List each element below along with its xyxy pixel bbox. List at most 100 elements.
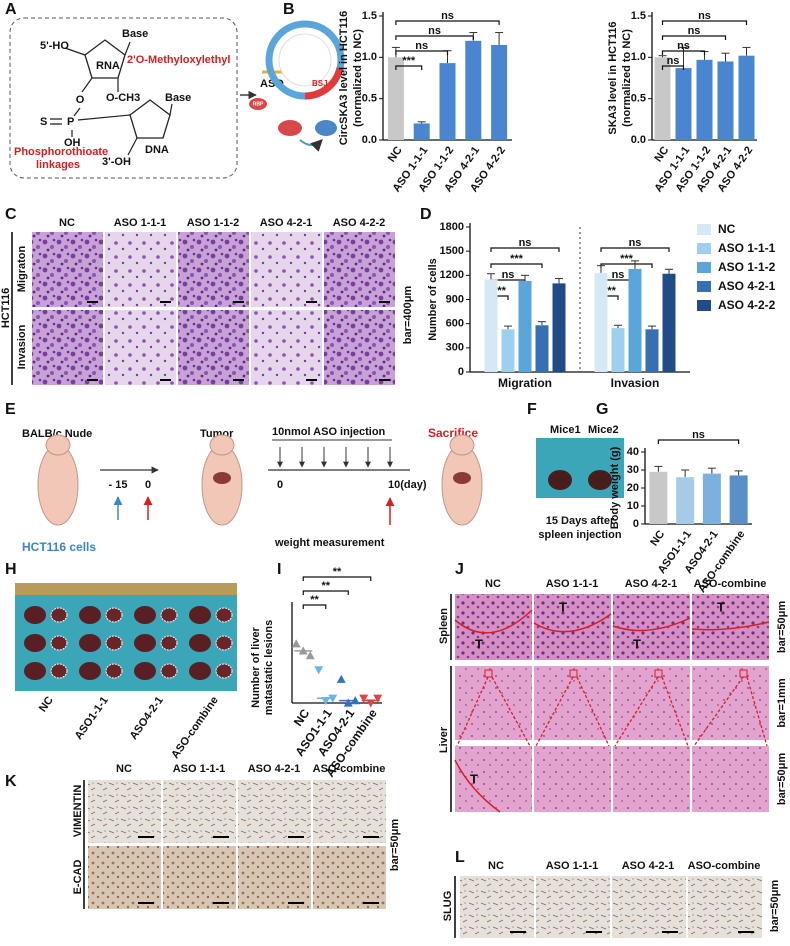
micrograph bbox=[32, 232, 103, 307]
bar bbox=[662, 273, 676, 372]
bar bbox=[611, 328, 625, 372]
y-tick-label: 300 bbox=[446, 342, 464, 354]
label: 10nmol ASO injection bbox=[272, 426, 386, 438]
significance-bracket bbox=[600, 247, 670, 252]
y-tick-label: 0.0 bbox=[631, 134, 646, 146]
bar bbox=[535, 325, 549, 372]
significance-bracket bbox=[395, 50, 449, 55]
legend-label: ASO 4-2-1 bbox=[718, 279, 776, 293]
legend-swatch bbox=[697, 262, 711, 273]
label: Mice1 bbox=[550, 424, 581, 436]
y-axis-label: matastatic lesions bbox=[263, 620, 275, 715]
scale-label: bar=400μm bbox=[402, 286, 414, 345]
row-label: Migraton bbox=[16, 246, 28, 293]
label: BSJ bbox=[312, 79, 328, 88]
column-header: ASO 4-2-1 bbox=[260, 217, 313, 229]
point bbox=[373, 694, 383, 703]
micrograph bbox=[613, 594, 690, 660]
x-tick-label: NC bbox=[652, 144, 671, 164]
significance-label: ** bbox=[333, 566, 342, 578]
column-header: ASO 1-1-1 bbox=[114, 217, 167, 229]
liver bbox=[79, 606, 101, 624]
bar bbox=[649, 471, 668, 524]
inner-ring bbox=[278, 33, 332, 87]
micrograph bbox=[313, 780, 386, 843]
significance-bracket bbox=[661, 50, 706, 55]
micrograph bbox=[613, 666, 690, 740]
panel-label: A bbox=[5, 1, 17, 18]
column-header: ASO 1-1-1 bbox=[546, 578, 599, 590]
injection-arrows bbox=[277, 447, 393, 468]
legend-swatch bbox=[697, 243, 711, 254]
zoom-lines bbox=[614, 676, 689, 747]
micrograph bbox=[88, 780, 161, 843]
group-label: ASO-combine bbox=[169, 695, 221, 761]
y-tick-label: 30 bbox=[627, 464, 639, 476]
group-label: ASO1-1-1 bbox=[73, 695, 111, 742]
liver bbox=[79, 634, 101, 652]
column-header: NC bbox=[59, 217, 75, 229]
spleen bbox=[105, 635, 123, 651]
liver bbox=[588, 470, 612, 490]
x-tick-label: NC bbox=[648, 528, 667, 548]
micrograph bbox=[163, 780, 236, 843]
liver bbox=[134, 606, 156, 624]
significance-label: ns bbox=[502, 269, 515, 281]
significance-label: ns bbox=[519, 237, 532, 249]
significance-bracket bbox=[302, 604, 327, 609]
significance-bracket bbox=[302, 590, 349, 595]
spleen bbox=[160, 635, 178, 651]
micrograph bbox=[460, 876, 534, 938]
significance-label: ns bbox=[428, 25, 441, 37]
spleen bbox=[215, 607, 233, 623]
tumor-mark: T bbox=[475, 636, 483, 651]
significance-label: ns bbox=[692, 429, 705, 441]
x-tick-label: Migration bbox=[498, 376, 552, 390]
significance-label: ns bbox=[415, 40, 428, 52]
label: OH bbox=[64, 137, 81, 149]
significance-bracket bbox=[395, 20, 500, 25]
liver bbox=[79, 662, 101, 680]
label: 0 bbox=[277, 479, 283, 491]
micrograph bbox=[88, 846, 161, 909]
column-header: NC bbox=[488, 860, 504, 872]
label: P bbox=[67, 116, 74, 128]
significance-label: ns bbox=[688, 25, 701, 37]
y-tick-label: 1.5 bbox=[631, 10, 646, 22]
column-header: ASO 4-2-1 bbox=[248, 763, 301, 775]
legend-label: ASO 4-2-2 bbox=[718, 298, 776, 312]
significance-label: ns bbox=[629, 237, 642, 249]
y-tick-label: 0.5 bbox=[362, 93, 377, 105]
significance-label: *** bbox=[510, 253, 524, 265]
liver bbox=[189, 662, 211, 680]
legend-swatch bbox=[697, 281, 711, 292]
spleen bbox=[50, 663, 68, 679]
liver bbox=[189, 606, 211, 624]
ruler bbox=[15, 583, 237, 595]
label: Base bbox=[165, 92, 191, 104]
y-tick-label: 600 bbox=[446, 318, 464, 330]
y-tick-label: 1.0 bbox=[362, 51, 377, 63]
y-tick-label: 0.0 bbox=[362, 134, 377, 146]
tumor bbox=[213, 472, 231, 484]
significance-label: ns bbox=[441, 10, 454, 22]
bonds bbox=[50, 41, 173, 156]
y-axis-label: SKA3 level in HCT116 bbox=[607, 21, 619, 134]
scale-label: bar=50μm bbox=[769, 880, 781, 933]
row-label: E-CAD bbox=[72, 860, 84, 895]
y-axis-label: Body weight (g) bbox=[609, 446, 621, 529]
micrograph bbox=[324, 232, 395, 307]
zoom-lines bbox=[456, 676, 531, 747]
point bbox=[291, 639, 301, 648]
point bbox=[314, 666, 324, 675]
spleen bbox=[160, 607, 178, 623]
micrograph bbox=[251, 310, 322, 385]
zoom-lines bbox=[535, 676, 610, 747]
rbp bbox=[315, 120, 337, 136]
micrograph bbox=[324, 310, 395, 385]
bar bbox=[702, 473, 721, 524]
tumor-mark: T bbox=[633, 636, 641, 651]
significance-label: ns bbox=[667, 55, 680, 67]
bar bbox=[675, 68, 692, 140]
